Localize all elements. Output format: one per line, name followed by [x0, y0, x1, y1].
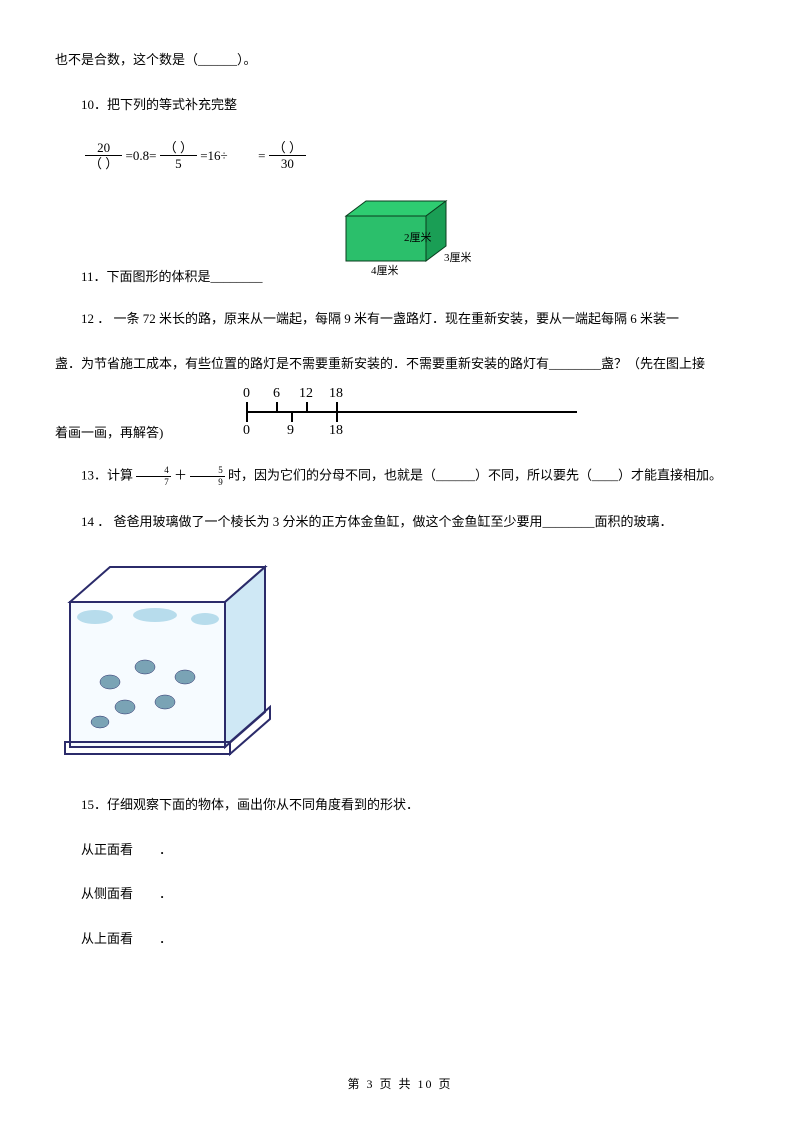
q9-tail: 也不是合数，这个数是（______）。	[55, 50, 745, 71]
svg-text:0: 0	[243, 423, 250, 437]
q14-text: 14 ． 爸爸用玻璃做了一个棱长为 3 分米的正方体金鱼缸，做这个金鱼缸至少要用…	[55, 512, 745, 533]
svg-text:9: 9	[287, 423, 294, 437]
svg-text:6: 6	[273, 386, 280, 401]
q13-prefix: 13．计算	[81, 468, 133, 483]
svg-text:12: 12	[299, 386, 313, 401]
q10-frac3-num: （ ）	[269, 140, 306, 157]
q13-frac2-num: 5	[190, 465, 225, 477]
q15-front: 从正面看 ．	[55, 840, 745, 861]
q13-plus: ＋	[174, 468, 187, 483]
page-footer: 第 3 页 共 10 页	[0, 1075, 800, 1092]
q11-row: 11．下面图形的体积是________ 2厘米 3厘米 4厘米	[55, 196, 745, 285]
q10-eq1: =0.8=	[126, 148, 157, 163]
svg-text:18: 18	[329, 386, 343, 401]
q10-eq2: =16÷	[200, 148, 227, 163]
q10-frac3: （ ） 30	[269, 140, 306, 172]
svg-text:3厘米: 3厘米	[444, 251, 472, 264]
q13-frac2-den: 9	[190, 477, 225, 488]
q10-label: 10．把下列的等式补充完整	[55, 95, 745, 116]
q10-eq3: =	[258, 148, 265, 163]
svg-text:0: 0	[243, 386, 250, 401]
q13-frac1-num: 4	[136, 465, 171, 477]
q15-top: 从上面看 ．	[55, 929, 745, 950]
q15-side: 从侧面看 ．	[55, 884, 745, 905]
q12-line-a: 12 ． 一条 72 米长的路，原来从一端起，每隔 9 米有一盏路灯．现在重新安…	[55, 309, 745, 330]
svg-text:18: 18	[329, 423, 343, 437]
q12-line-b: 盏．为节省施工成本，有些位置的路灯是不需要重新安装的．不需要重新安装的路灯有__…	[55, 354, 745, 375]
q10-frac1: 20 （ ）	[85, 140, 122, 172]
q10-frac2: （ ） 5	[160, 140, 197, 172]
q12-figure-row: 着画一画，再解答) 0 6 12 18 0 9	[55, 382, 745, 441]
q10-frac1-den: （ ）	[85, 156, 122, 172]
q10-frac1-num: 20	[85, 140, 122, 157]
cuboid-figure: 2厘米 3厘米 4厘米	[326, 196, 476, 285]
q13-line: 13．计算 4 7 ＋ 5 9 时，因为它们的分母不同，也就是（______）不…	[55, 465, 745, 488]
svg-text:4厘米: 4厘米	[371, 264, 399, 277]
q13-frac2: 5 9	[190, 465, 225, 488]
q12-tail: 着画一画，再解答)	[55, 422, 163, 441]
q10-equation: 20 （ ） =0.8= （ ） 5 =16÷ = （ ） 30	[85, 140, 745, 172]
fish-tank-figure	[55, 557, 745, 771]
q11-label: 11．下面图形的体积是________	[55, 266, 263, 285]
svg-text:2厘米: 2厘米	[404, 231, 432, 244]
q15-label: 15．仔细观察下面的物体，画出你从不同角度看到的形状．	[55, 795, 745, 816]
q13-frac1: 4 7	[136, 465, 171, 488]
number-line-figure: 0 6 12 18 0 9 18	[237, 382, 597, 441]
q10-frac2-num: （ ）	[160, 140, 197, 157]
q10-frac3-den: 30	[269, 156, 306, 172]
q13-frac1-den: 7	[136, 477, 171, 488]
q13-suffix: 时，因为它们的分母不同，也就是（______）不同，所以要先（____）才能直接…	[228, 468, 722, 483]
q10-frac2-den: 5	[160, 156, 197, 172]
